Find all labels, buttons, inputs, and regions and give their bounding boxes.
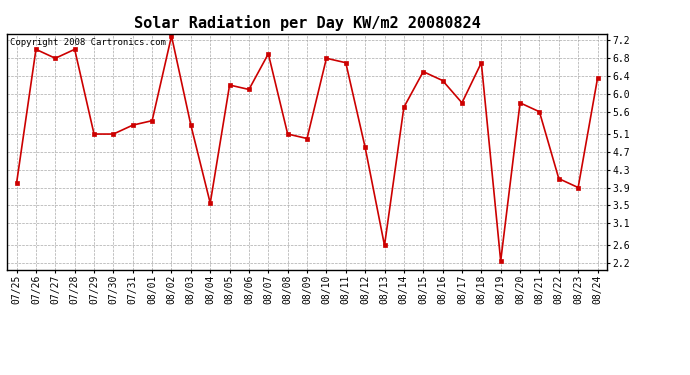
Title: Solar Radiation per Day KW/m2 20080824: Solar Radiation per Day KW/m2 20080824 <box>134 15 480 31</box>
Text: Copyright 2008 Cartronics.com: Copyright 2008 Cartronics.com <box>10 39 166 48</box>
